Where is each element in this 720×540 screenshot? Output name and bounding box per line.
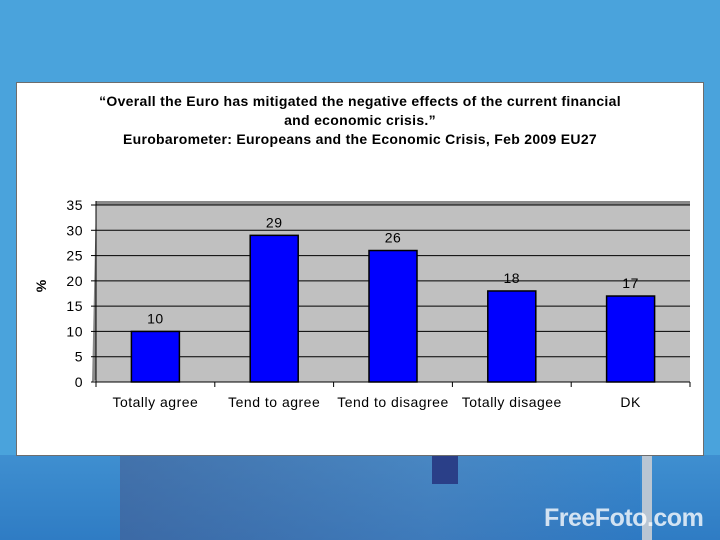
bar bbox=[249, 234, 299, 383]
bar bbox=[130, 330, 181, 383]
x-tick-label: Tend to disagree bbox=[337, 394, 449, 410]
background-flag bbox=[432, 456, 458, 484]
x-tick-label: Totally agree bbox=[112, 394, 198, 410]
y-tick-label: 0 bbox=[75, 374, 83, 390]
y-tick-label: 20 bbox=[66, 273, 83, 289]
bar-value-label: 10 bbox=[147, 310, 164, 326]
watermark: FreeFoto.com bbox=[544, 504, 704, 532]
chart-title-line-3: Eurobarometer: Europeans and the Economi… bbox=[122, 131, 598, 147]
y-tick-label: 35 bbox=[66, 197, 83, 213]
bar bbox=[368, 249, 418, 383]
chart-title-line-2: and economic crisis.” bbox=[284, 112, 436, 128]
y-tick-label: 30 bbox=[66, 222, 83, 238]
background-pole bbox=[642, 456, 652, 540]
chart-title: “Overall the Euro has mitigated the nega… bbox=[16, 92, 704, 149]
bar-value-label: 17 bbox=[622, 275, 639, 291]
x-tick-label: DK bbox=[620, 394, 641, 410]
x-tick-label: Tend to agree bbox=[228, 394, 320, 410]
background-figure bbox=[120, 455, 640, 540]
chart-title-line-1: “Overall the Euro has mitigated the nega… bbox=[99, 93, 621, 109]
x-tick-label: Totally disagee bbox=[462, 394, 562, 410]
y-tick-label: 25 bbox=[66, 248, 83, 264]
bar bbox=[487, 290, 537, 383]
y-tick-label: 15 bbox=[66, 298, 83, 314]
bar-value-label: 18 bbox=[504, 270, 521, 286]
bar-value-label: 29 bbox=[266, 214, 283, 230]
y-tick-label: 10 bbox=[66, 323, 83, 339]
y-tick-label: 5 bbox=[75, 349, 83, 365]
y-axis-label: % bbox=[33, 279, 49, 292]
bar bbox=[605, 295, 656, 383]
bar-value-label: 26 bbox=[385, 230, 402, 246]
